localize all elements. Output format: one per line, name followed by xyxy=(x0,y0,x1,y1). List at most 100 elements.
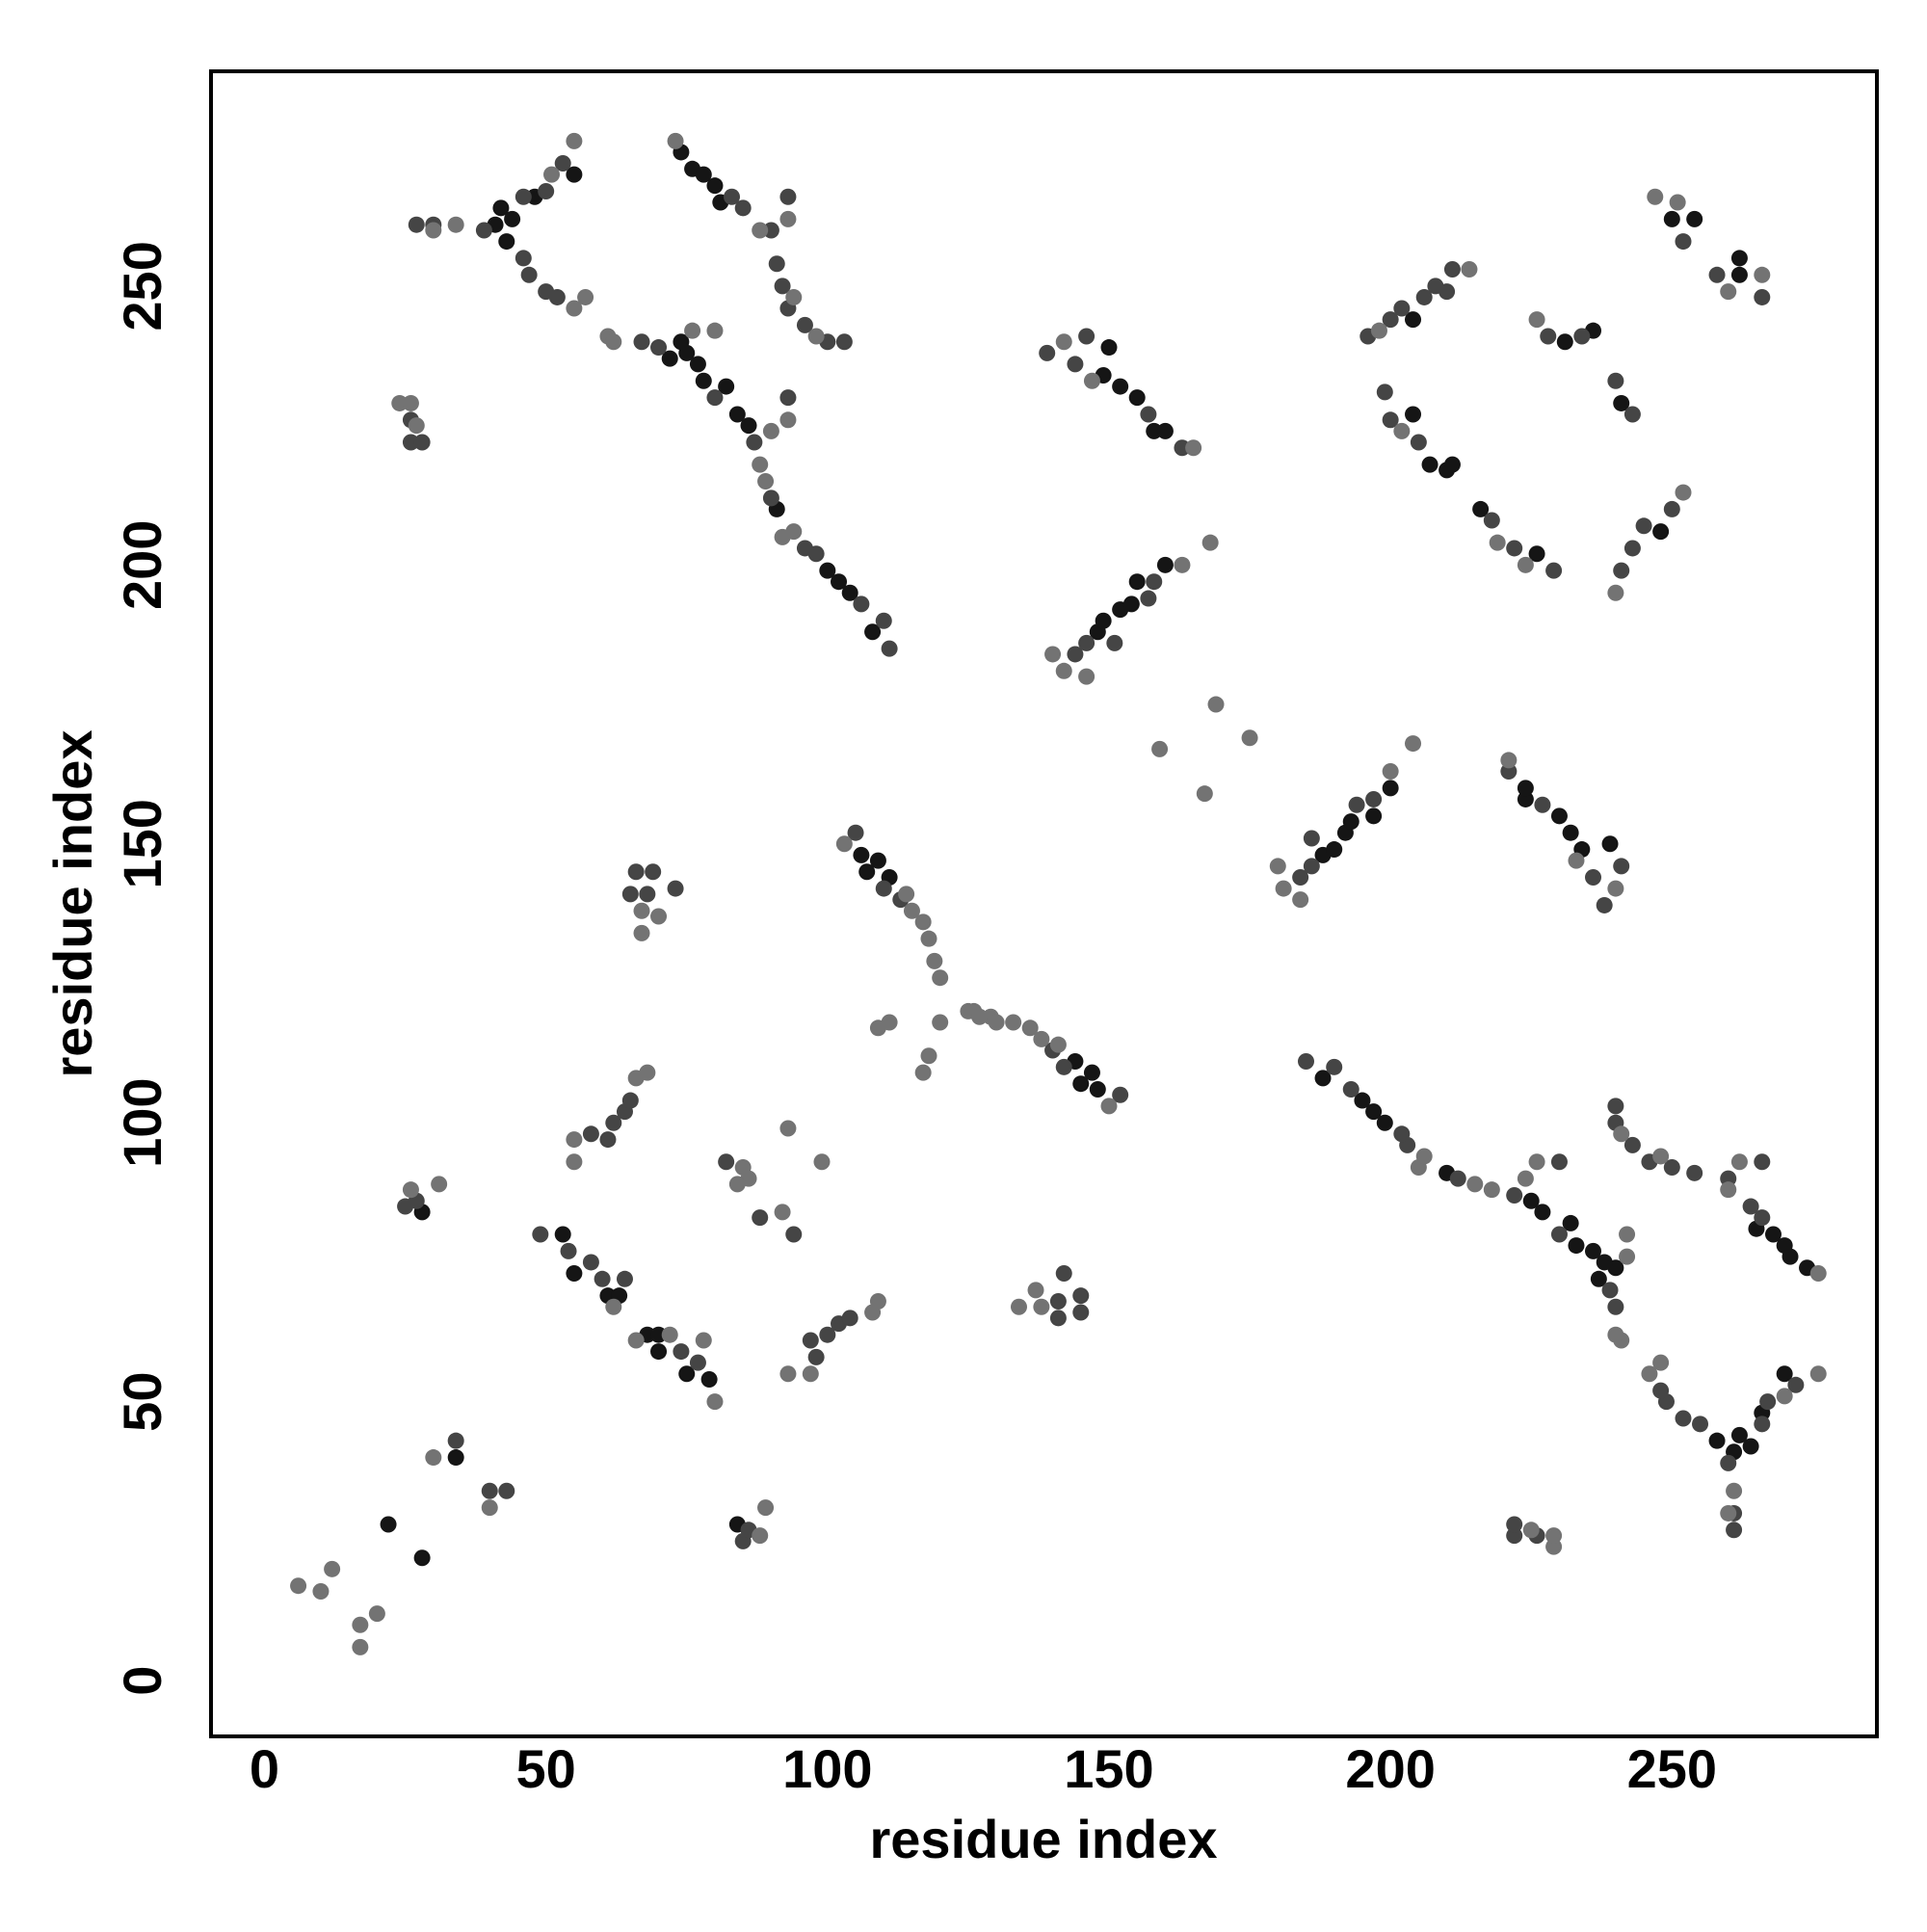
plot-frame xyxy=(209,69,1879,1738)
point xyxy=(1106,634,1123,651)
point xyxy=(1720,1504,1737,1522)
point xyxy=(667,880,684,897)
point xyxy=(1303,830,1320,847)
point xyxy=(1393,300,1411,317)
point xyxy=(1545,562,1563,579)
point xyxy=(1410,434,1427,451)
point xyxy=(566,132,583,149)
point xyxy=(1556,333,1573,351)
point xyxy=(312,1582,330,1600)
point xyxy=(1055,1265,1072,1283)
point xyxy=(853,595,870,613)
point xyxy=(841,584,858,601)
point xyxy=(864,623,882,641)
point xyxy=(621,886,639,903)
point xyxy=(1342,1080,1359,1098)
point xyxy=(1128,389,1146,407)
point xyxy=(673,1343,690,1361)
point xyxy=(1601,835,1619,853)
point xyxy=(1095,612,1112,629)
point xyxy=(633,902,650,919)
point xyxy=(538,182,555,199)
point xyxy=(408,417,425,435)
point xyxy=(1596,896,1613,913)
point xyxy=(650,1326,668,1343)
point xyxy=(774,278,791,295)
x-tick-label: 250 xyxy=(1627,1738,1717,1799)
point xyxy=(1128,573,1146,591)
point xyxy=(1726,1522,1743,1539)
point xyxy=(1078,634,1095,651)
point xyxy=(639,886,656,903)
point xyxy=(1754,1209,1771,1227)
point xyxy=(1754,288,1771,305)
point xyxy=(819,562,836,579)
x-axis-title: residue index xyxy=(869,1809,1217,1869)
point xyxy=(661,1326,678,1343)
point xyxy=(1382,780,1399,797)
point xyxy=(1303,858,1320,875)
point xyxy=(1292,869,1309,887)
point xyxy=(796,316,813,333)
point xyxy=(875,880,892,897)
point xyxy=(1652,523,1670,541)
point xyxy=(1174,556,1191,573)
point xyxy=(391,394,409,411)
point xyxy=(875,612,892,629)
point xyxy=(785,1226,803,1243)
point xyxy=(1044,646,1062,663)
point xyxy=(599,1131,617,1149)
point xyxy=(779,411,797,429)
point xyxy=(1078,328,1095,345)
point xyxy=(1500,752,1518,769)
point xyxy=(425,1449,442,1467)
point xyxy=(988,1014,1005,1031)
point xyxy=(1517,556,1534,573)
point xyxy=(1517,1170,1534,1187)
point xyxy=(1585,1242,1602,1259)
point xyxy=(706,177,724,195)
x-tick-label: 0 xyxy=(250,1738,279,1799)
point xyxy=(1146,422,1163,439)
point xyxy=(757,1499,775,1517)
point xyxy=(1675,484,1692,501)
point xyxy=(1607,880,1624,897)
point xyxy=(1613,394,1630,411)
point xyxy=(1652,1382,1670,1399)
point xyxy=(971,1008,989,1025)
point xyxy=(1585,869,1602,887)
point xyxy=(920,1047,937,1065)
point xyxy=(627,863,645,881)
point xyxy=(1730,1426,1748,1443)
point xyxy=(752,1209,769,1227)
point xyxy=(718,378,735,395)
point xyxy=(1140,406,1157,423)
point xyxy=(1675,1410,1692,1427)
point xyxy=(734,199,752,217)
point xyxy=(1326,841,1343,859)
point xyxy=(1100,1098,1118,1115)
point xyxy=(616,1270,633,1287)
point xyxy=(498,1482,515,1499)
point xyxy=(1528,1153,1545,1171)
point xyxy=(1049,1036,1067,1053)
point xyxy=(779,210,797,227)
point xyxy=(1083,1064,1100,1081)
point xyxy=(520,266,538,283)
point xyxy=(1382,311,1399,329)
point xyxy=(1382,411,1399,429)
point xyxy=(1623,406,1641,423)
point xyxy=(853,846,870,863)
point xyxy=(1809,1365,1827,1383)
point xyxy=(605,1114,622,1131)
point xyxy=(650,339,668,357)
point xyxy=(1072,1304,1090,1321)
point xyxy=(566,1265,583,1283)
point xyxy=(1078,668,1095,685)
point xyxy=(1365,807,1383,825)
point xyxy=(1742,1438,1759,1455)
point xyxy=(1207,696,1225,713)
point xyxy=(667,132,684,149)
x-tick-label: 50 xyxy=(516,1738,576,1799)
point xyxy=(1174,439,1191,457)
